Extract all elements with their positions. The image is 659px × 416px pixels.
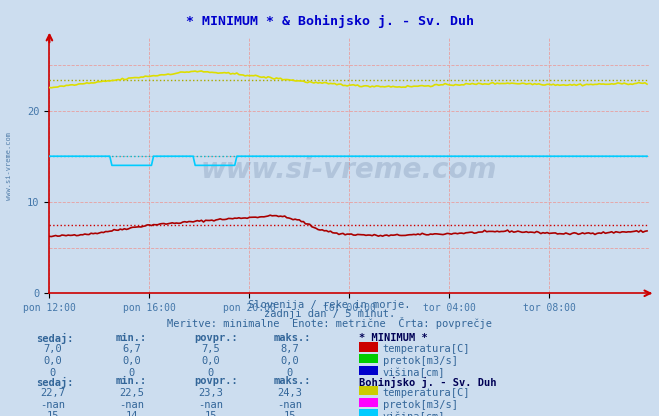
- Text: 14: 14: [126, 411, 138, 416]
- Text: višina[cm]: višina[cm]: [383, 368, 445, 378]
- Text: 0: 0: [49, 368, 56, 378]
- Text: 0,0: 0,0: [202, 356, 220, 366]
- Text: www.si-vreme.com: www.si-vreme.com: [201, 156, 498, 184]
- Text: 23,3: 23,3: [198, 388, 223, 398]
- Text: 7,0: 7,0: [43, 344, 62, 354]
- Text: 15: 15: [47, 411, 59, 416]
- Text: 0,0: 0,0: [43, 356, 62, 366]
- Text: 22,7: 22,7: [40, 388, 65, 398]
- Text: -nan: -nan: [277, 400, 302, 410]
- Text: maks.:: maks.:: [273, 333, 311, 343]
- Text: 0,0: 0,0: [281, 356, 299, 366]
- Text: min.:: min.:: [115, 376, 146, 386]
- Text: -nan: -nan: [40, 400, 65, 410]
- Text: 24,3: 24,3: [277, 388, 302, 398]
- Text: povpr.:: povpr.:: [194, 333, 238, 343]
- Text: Bohinjsko j. - Sv. Duh: Bohinjsko j. - Sv. Duh: [359, 376, 497, 388]
- Text: temperatura[C]: temperatura[C]: [383, 388, 471, 398]
- Text: -nan: -nan: [119, 400, 144, 410]
- Text: 22,5: 22,5: [119, 388, 144, 398]
- Text: 0: 0: [208, 368, 214, 378]
- Text: sedaj:: sedaj:: [36, 333, 74, 344]
- Text: 8,7: 8,7: [281, 344, 299, 354]
- Text: Slovenija / reke in morje.: Slovenija / reke in morje.: [248, 300, 411, 310]
- Text: Meritve: minimalne  Enote: metrične  Črta: povprečje: Meritve: minimalne Enote: metrične Črta:…: [167, 317, 492, 329]
- Text: pretok[m3/s]: pretok[m3/s]: [383, 400, 458, 410]
- Text: maks.:: maks.:: [273, 376, 311, 386]
- Text: sedaj:: sedaj:: [36, 376, 74, 388]
- Text: zadnji dan / 5 minut.: zadnji dan / 5 minut.: [264, 309, 395, 319]
- Text: 6,7: 6,7: [123, 344, 141, 354]
- Text: 0: 0: [129, 368, 135, 378]
- Text: www.si-vreme.com: www.si-vreme.com: [5, 132, 12, 201]
- Text: višina[cm]: višina[cm]: [383, 411, 445, 416]
- Text: povpr.:: povpr.:: [194, 376, 238, 386]
- Text: min.:: min.:: [115, 333, 146, 343]
- Text: 0: 0: [287, 368, 293, 378]
- Text: 7,5: 7,5: [202, 344, 220, 354]
- Text: 0,0: 0,0: [123, 356, 141, 366]
- Text: * MINIMUM * & Bohinjsko j. - Sv. Duh: * MINIMUM * & Bohinjsko j. - Sv. Duh: [185, 15, 474, 27]
- Text: pretok[m3/s]: pretok[m3/s]: [383, 356, 458, 366]
- Text: temperatura[C]: temperatura[C]: [383, 344, 471, 354]
- Text: * MINIMUM *: * MINIMUM *: [359, 333, 428, 343]
- Text: 15: 15: [205, 411, 217, 416]
- Text: -nan: -nan: [198, 400, 223, 410]
- Text: 15: 15: [284, 411, 296, 416]
